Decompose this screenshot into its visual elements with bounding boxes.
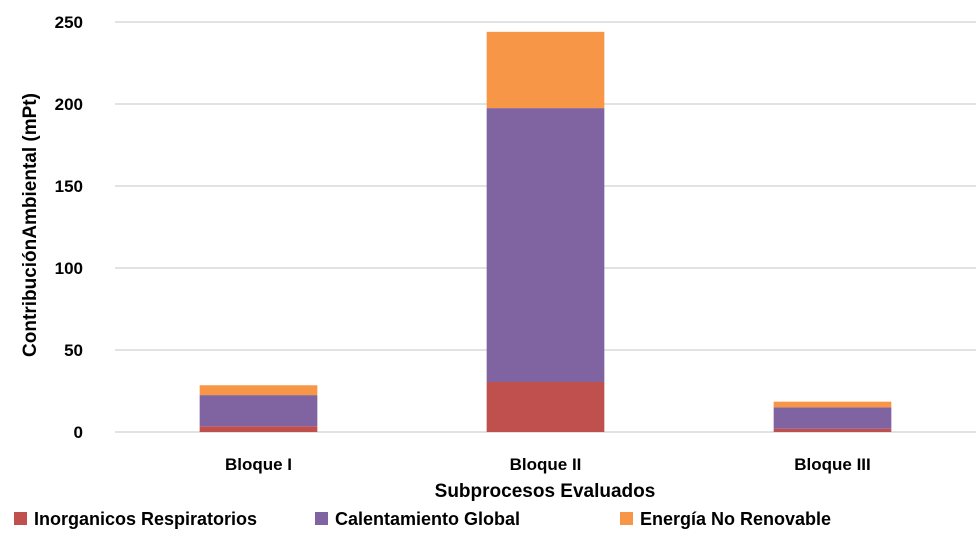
y-tick-label: 250 — [55, 13, 83, 32]
y-axis-title: ContribuciónAmbiental (mPt) — [20, 93, 41, 357]
y-tick-label: 200 — [55, 95, 83, 114]
bar-segment — [773, 401, 892, 408]
bar-segment — [773, 407, 892, 429]
bar-segment — [199, 385, 318, 396]
legend-label: Inorganicos Respiratorios — [34, 509, 257, 529]
bar-segment — [199, 395, 318, 427]
legend: Inorganicos Respiratorios Calentamiento G… — [14, 509, 831, 529]
bar-segment — [486, 31, 605, 109]
x-tick-label: Bloque II — [510, 455, 582, 474]
axes: 0 50 100 150 200 250 Bloque I Bloque II Bloque I… — [55, 13, 871, 474]
y-tick-label: 150 — [55, 177, 83, 196]
y-tick-label: 100 — [55, 259, 83, 278]
x-axis-title: Subprocesos Evaluados — [435, 481, 656, 502]
legend-swatch — [14, 512, 27, 525]
legend-swatch — [315, 512, 328, 525]
legend-label: Energía No Renovable — [640, 509, 831, 529]
x-tick-label: Bloque I — [225, 455, 292, 474]
bars — [199, 31, 892, 432]
legend-label: Calentamiento Global — [335, 509, 520, 529]
bar-segment — [486, 381, 605, 432]
legend-swatch — [620, 512, 633, 525]
bar-segment — [199, 426, 318, 432]
legend-item: Inorganicos Respiratorios — [14, 509, 257, 529]
legend-item: Calentamiento Global — [315, 509, 520, 529]
legend-item: Energía No Renovable — [620, 509, 831, 529]
bar-segment — [486, 108, 605, 382]
y-tick-label: 50 — [64, 341, 83, 360]
y-tick-label: 0 — [74, 423, 83, 442]
x-tick-label: Bloque III — [794, 455, 871, 474]
bar-segment — [773, 428, 892, 432]
